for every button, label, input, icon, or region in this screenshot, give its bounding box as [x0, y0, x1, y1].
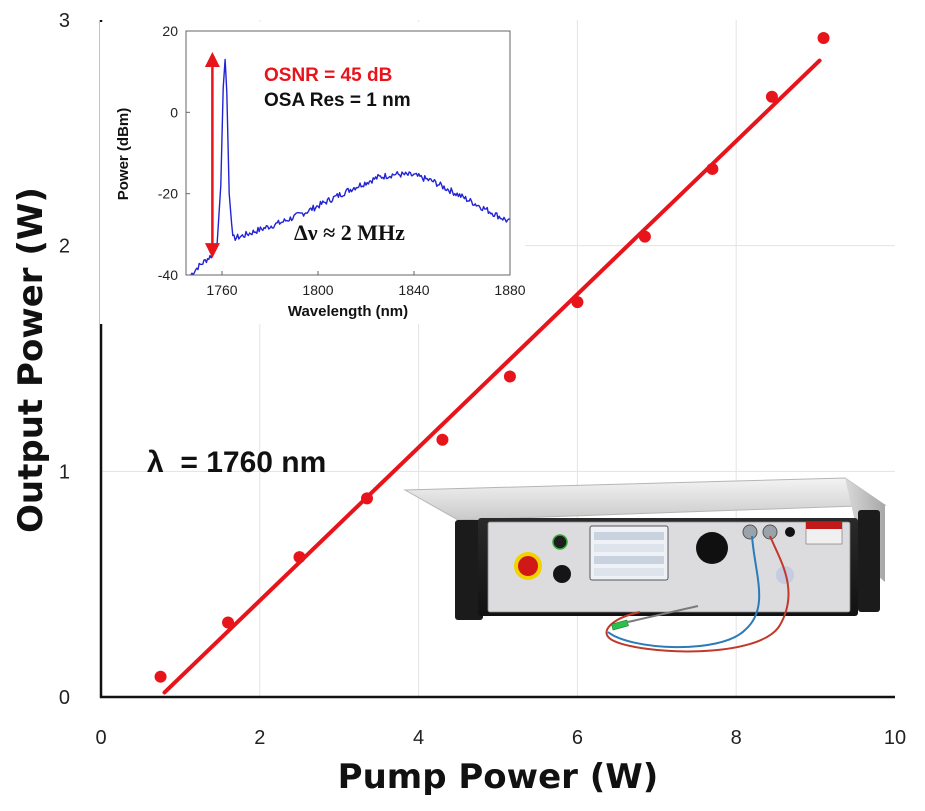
- danger-label-header: [806, 522, 842, 529]
- mode-knob: [553, 565, 571, 583]
- inset-x-axis-title: Wavelength (nm): [288, 303, 408, 320]
- output-port-1: [742, 524, 758, 540]
- data-point-0-6: [571, 296, 584, 309]
- inset-x-tick-label-3: 1880: [494, 282, 525, 298]
- y-tick-label-0: 0: [59, 687, 70, 709]
- device-rack-handle-right: [858, 510, 880, 612]
- emergency-stop-knob: [518, 556, 538, 576]
- spectrum-line: [190, 58, 511, 276]
- main-data-points: [154, 32, 830, 683]
- data-point-0-4: [436, 433, 449, 446]
- data-point-0-3: [360, 492, 373, 505]
- y-axis-title: Output Power (W): [11, 187, 51, 533]
- main-tick-labels: 0 2 4 6 8 10 0 1 2 3: [59, 10, 906, 749]
- lcd-row-3: [594, 556, 664, 564]
- device-faceplate: [487, 521, 851, 613]
- inset-y-axis-title: Power (dBm): [115, 108, 132, 201]
- y-tick-label-2: 2: [59, 236, 70, 258]
- inset-frame: [185, 30, 511, 276]
- x-tick-label-0: 0: [95, 727, 106, 749]
- data-point-0-9: [765, 90, 778, 103]
- osa-resolution-annotation: OSA Res = 1 nm: [264, 90, 411, 111]
- inset-x-tick-label-2: 1840: [398, 282, 429, 298]
- device-rack-handle-left: [455, 520, 483, 620]
- x-tick-label-1: 2: [254, 727, 265, 749]
- fiber-connector-ferrule: [627, 605, 699, 623]
- power-indicator: [552, 534, 568, 550]
- data-point-0-1: [222, 616, 235, 629]
- x-tick-label-3: 6: [572, 727, 583, 749]
- data-point-0-7: [638, 230, 651, 243]
- fiber-connector: [611, 619, 629, 631]
- data-point-0-0: [154, 670, 167, 683]
- device-top-panel: [403, 477, 887, 521]
- x-tick-label-4: 8: [731, 727, 742, 749]
- data-point-0-8: [706, 162, 719, 175]
- data-point-0-10: [817, 32, 830, 45]
- x-axis-title: Pump Power (W): [338, 757, 659, 797]
- inset-x-tick-label-0: 1760: [206, 282, 237, 298]
- wavelength-annotation: λ = 1760 nm: [147, 446, 326, 479]
- y-tick-label-3: 3: [59, 10, 70, 32]
- y-tick-label-1: 1: [59, 461, 70, 483]
- lcd-row-2: [594, 544, 664, 552]
- inset-y-tick-label-1: 0: [170, 104, 178, 120]
- inset-x-tick-label-1: 1800: [302, 282, 333, 298]
- linewidth-annotation: Δν ≈ 2 MHz: [294, 220, 405, 245]
- inset-y-tick-label-0: 20: [162, 23, 178, 39]
- inset-y-tick-label-3: -40: [158, 267, 178, 283]
- lcd-row-4: [594, 568, 664, 576]
- fiber-cable-blue: [607, 535, 761, 649]
- control-dial: [696, 532, 728, 564]
- inset-y-tick-label-2: -20: [158, 186, 178, 202]
- osnr-annotation: OSNR = 45 dB: [264, 65, 392, 86]
- data-point-0-2: [293, 551, 306, 564]
- output-port-2: [762, 524, 778, 540]
- inset-tick-labels: 1760 1800 1840 1880 20 0 -20 -40: [158, 23, 526, 298]
- lcd-row-1: [594, 532, 664, 540]
- inset-background: [100, 22, 525, 324]
- output-port-3: [785, 527, 795, 537]
- x-tick-label-5: 10: [884, 727, 906, 749]
- x-tick-label-2: 4: [413, 727, 424, 749]
- data-point-0-5: [503, 370, 516, 383]
- inset-spectrum-plot: 1760 1800 1840 1880 20 0 -20 -40 OSNR = 45 dB O…: [100, 22, 526, 324]
- fiber-cable-red: [605, 535, 790, 653]
- laser-device-photo: [403, 477, 887, 653]
